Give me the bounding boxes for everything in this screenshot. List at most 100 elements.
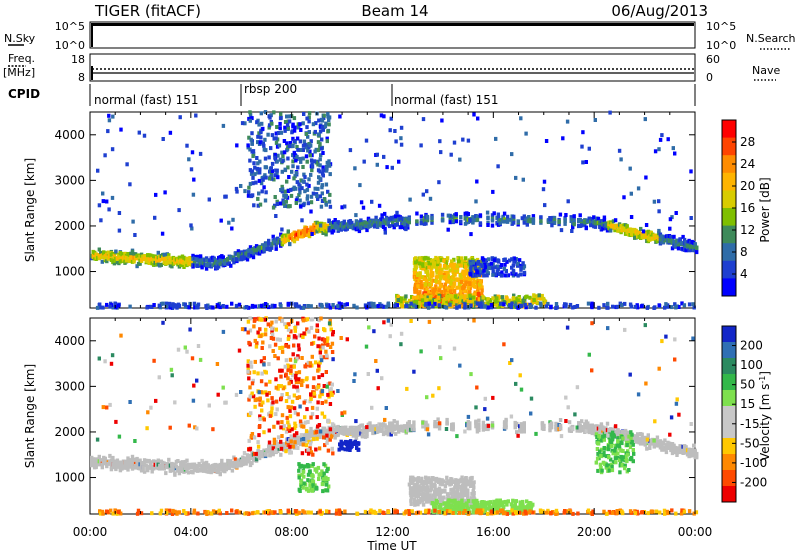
range-gate-cell [327,118,331,122]
range-gate-cell [427,265,431,270]
range-gate-cell [292,384,296,389]
range-gate-cell [109,465,114,469]
range-gate-cell [404,294,408,299]
range-gate-cell [375,162,379,167]
range-gate-cell [502,217,507,222]
range-gate-cell [99,218,103,223]
range-gate-cell [325,139,329,144]
range-gate-cell [251,149,256,154]
range-gate-cell [377,203,382,208]
range-gate-cell [164,471,168,476]
range-gate-cell [185,256,189,261]
range-gate-cell [348,148,353,153]
range-gate-cell [294,201,298,205]
range-gate-cell [292,150,296,155]
range-gate-cell [472,112,476,117]
range-gate-cell [152,303,156,307]
range-gate-cell [298,186,302,191]
range-gate-cell [271,450,275,455]
range-gate-cell [636,434,640,439]
range-gate-cell [669,305,674,310]
range-gate-cell [471,276,475,281]
range-gate-cell [451,275,455,280]
range-gate-cell [218,472,222,477]
range-gate-cell [608,110,612,115]
range-gate-cell [284,199,288,204]
range-gate-cell [270,332,275,337]
range-gate-cell [486,220,490,225]
range-gate-cell [354,435,359,440]
range-gate-cell [558,423,563,428]
range-gate-cell [426,298,430,303]
range-gate-cell [138,458,142,463]
range-gate-cell [474,419,478,424]
range-gate-cell [318,348,323,352]
range-gate-cell [485,273,489,278]
range-gate-cell [101,305,105,310]
range-gate-cell [397,159,401,164]
range-gate-cell [283,128,287,133]
range-gate-cell [280,393,284,397]
range-gate-cell [393,303,397,308]
range-gate-cell [301,305,306,310]
range-gate-cell [146,468,150,473]
range-gate-cell [407,216,411,221]
range-gate-cell [399,125,404,130]
range-gate-cell [563,302,567,307]
range-gate-cell [154,192,158,197]
range-gate-cell [438,280,442,285]
range-gate-cell [97,302,101,307]
range-gate-cell [474,280,478,285]
range-gate-cell [259,402,264,407]
range-gate-cell [286,165,290,170]
range-gate-cell [407,298,412,303]
range-gate-cell [149,460,153,465]
range-gate-cell [491,189,495,194]
range-gate-cell [265,449,269,453]
range-gate-cell [673,302,677,307]
cpid-label: CPID [8,87,40,101]
range-gate-cell [430,286,435,291]
range-gate-cell [269,176,274,181]
range-gate-cell [446,274,451,279]
range-gate-cell [462,278,466,283]
range-gate-cell [117,253,121,258]
range-gate-cell [652,199,657,204]
range-gate-cell [288,204,292,209]
range-gate-cell [299,159,303,164]
range-gate-cell [326,392,330,397]
noise-left-tick-bottom: 10^0 [55,39,85,52]
range-gate-cell [286,426,290,431]
range-gate-cell [440,218,445,223]
range-gate-cell [496,215,501,220]
range-gate-cell [316,140,321,145]
range-gate-cell [195,305,199,310]
range-gate-cell [169,303,174,308]
range-gate-cell [367,301,371,306]
range-gate-cell [319,355,323,360]
range-gate-cell [561,136,565,141]
range-gate-cell [454,299,459,304]
range-gate-cell [491,269,495,274]
range-gate-cell [666,446,670,450]
range-gate-cell [415,221,419,226]
range-gate-cell [442,263,447,268]
range-gate-cell [414,287,419,292]
range-gate-cell [269,166,273,171]
range-gate-cell [661,440,666,445]
range-gate-cell [284,399,289,403]
range-gate-cell [307,329,311,334]
range-gate-cell [385,165,389,170]
range-gate-cell [566,199,570,204]
range-gate-cell [432,298,436,303]
range-gate-cell [326,419,330,424]
range-gate-cell [474,199,478,204]
range-gate-cell [463,259,467,264]
range-gate-cell [492,211,496,216]
range-gate-cell [458,157,462,162]
range-gate-cell [279,384,283,389]
range-gate-cell [521,298,526,303]
range-gate-cell [625,224,629,229]
frequency-left-label: Freq. [8,52,35,65]
range-gate-cell [308,149,312,154]
